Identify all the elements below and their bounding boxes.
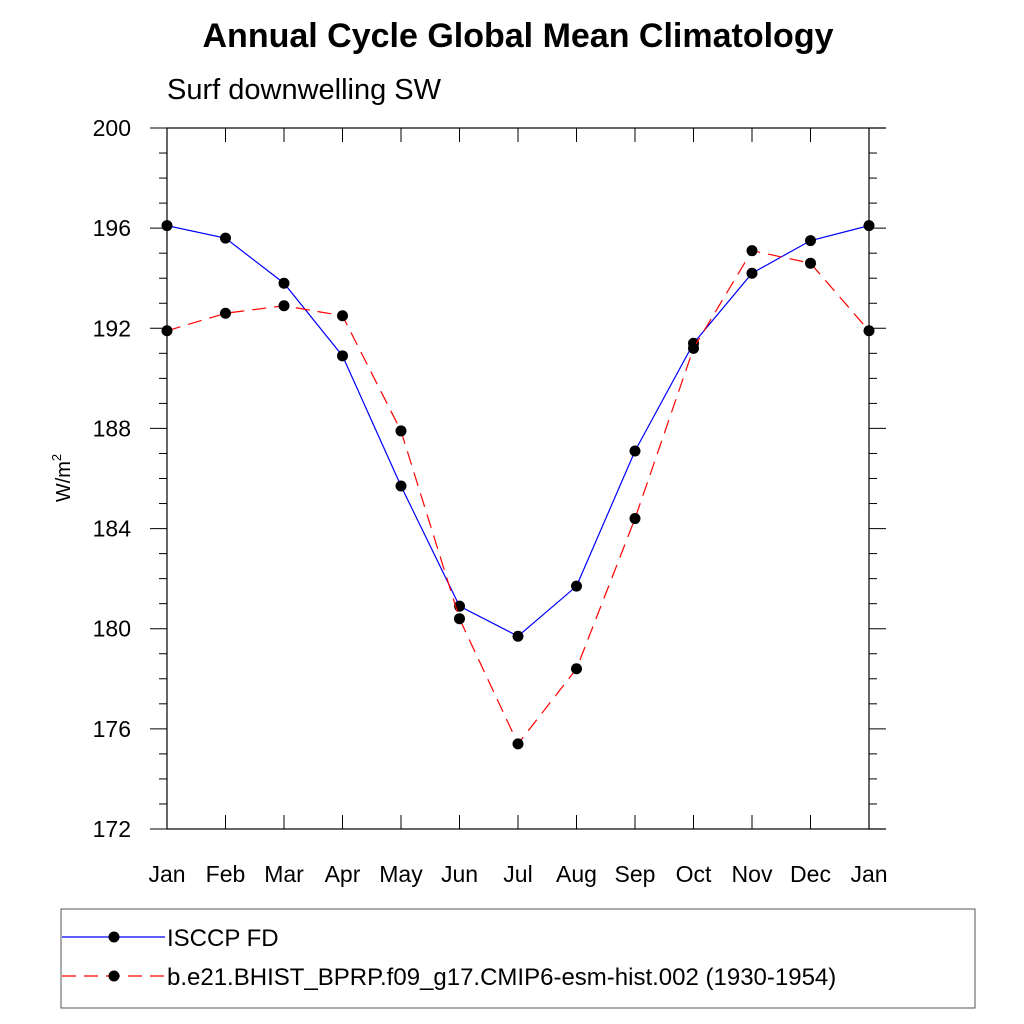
series-1-point <box>512 630 524 642</box>
x-tick-label: Apr <box>325 861 361 887</box>
series-2-point <box>571 663 582 675</box>
x-tick-label: Aug <box>556 861 597 887</box>
x-tick-label: May <box>379 861 423 887</box>
x-tick-label: Jun <box>441 861 478 887</box>
series-2-point <box>278 300 290 312</box>
y-axis-label: W/m2 <box>49 454 75 502</box>
legend-marker-1 <box>108 931 120 943</box>
series-2-point <box>454 613 465 625</box>
y-axis-label-superscript: 2 <box>49 454 64 461</box>
plot-border <box>166 127 870 830</box>
y-tick-label: 172 <box>93 816 131 842</box>
x-tick-label: Dec <box>790 861 831 887</box>
legend-marker-2 <box>108 970 120 982</box>
x-tick-label: Jan <box>850 861 887 887</box>
series-1-point <box>863 220 875 232</box>
legend-label-1: ISCCP FD <box>167 925 279 952</box>
series-1-line <box>166 225 870 637</box>
x-tick-label: Nov <box>732 861 773 887</box>
series-2-point <box>629 513 641 525</box>
series-2-point <box>688 342 699 354</box>
chart-subtitle: Surf downwelling SW <box>167 74 442 106</box>
plot-frame <box>166 127 886 830</box>
series-2-point <box>337 310 348 322</box>
y-axis-label-text: W/m <box>53 461 75 502</box>
series-2-point <box>395 425 407 437</box>
y-tick-label: 200 <box>93 115 131 141</box>
series-1-point <box>746 267 758 279</box>
series-2-point <box>220 307 231 319</box>
series-1-point <box>161 220 173 232</box>
tick-labels: Jan Feb Mar Apr May Jun Jul Aug Sep Oct Nov Dec Jan 1… <box>93 115 888 887</box>
series-2-point <box>746 245 758 257</box>
series-1-point <box>278 277 290 289</box>
series-2-point <box>805 257 816 269</box>
x-tick-label: Oct <box>676 861 712 887</box>
legend: ISCCP FD b.e21.BHIST_BPRP.f09_g17.CMIP6-e… <box>60 908 976 1009</box>
y-tick-label: 188 <box>93 415 131 441</box>
series-2-point <box>161 325 173 337</box>
series-1-point <box>337 350 348 362</box>
series-1-point <box>629 445 641 457</box>
y-tick-label: 176 <box>93 716 131 742</box>
y-tick-label: 184 <box>93 516 132 542</box>
series-2-line <box>166 249 870 746</box>
y-tick-label: 180 <box>93 616 131 642</box>
series-1-point <box>571 580 582 592</box>
x-tick-label: Jul <box>503 861 532 887</box>
x-tick-label: Mar <box>264 861 304 887</box>
y-tick-label: 192 <box>93 315 131 341</box>
x-tick-label: Jan <box>148 861 185 887</box>
x-tick-label: Feb <box>206 861 246 887</box>
chart-title: Annual Cycle Global Mean Climatology <box>203 17 834 55</box>
legend-box <box>60 908 976 1009</box>
series-layer <box>161 220 875 750</box>
axis-ticks <box>150 127 886 830</box>
x-tick-label: Sep <box>615 861 656 887</box>
series-1-point <box>395 480 407 492</box>
series-2-point <box>512 738 524 750</box>
series-2-point <box>863 325 875 337</box>
y-tick-label: 196 <box>93 215 131 241</box>
series-1-point <box>805 235 816 247</box>
series-1-point <box>220 232 231 244</box>
legend-label-2: b.e21.BHIST_BPRP.f09_g17.CMIP6-esm-hist.… <box>167 964 836 991</box>
